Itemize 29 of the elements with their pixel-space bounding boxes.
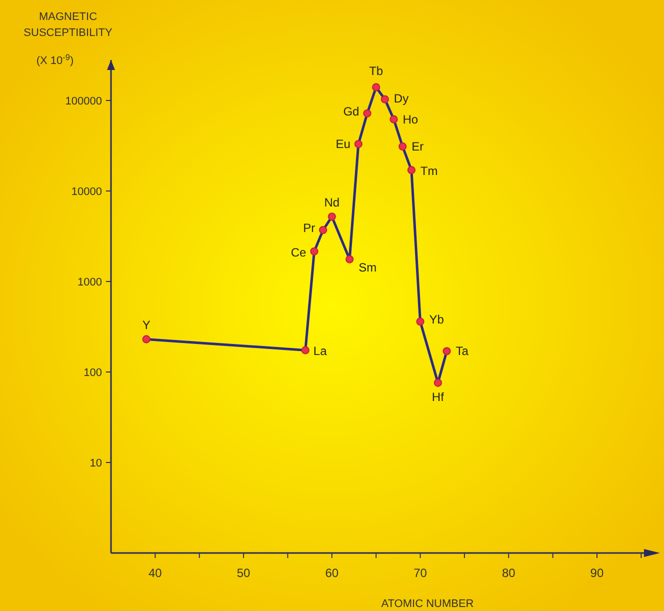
annotation: Ta [456,344,469,358]
y-tick-label: 1000 [78,276,102,288]
x-tick-label: 50 [236,566,251,580]
y-tick-label: 100 [84,366,102,379]
x-tick-label: 90 [590,566,604,580]
annotation: Gd [343,104,360,118]
x-axis-title: ATOMIC NUMBER [381,598,474,610]
x-tick-label: 60 [325,566,339,580]
annotation: Sm [358,260,377,274]
annotation: Pr [303,221,316,236]
x-tick-label: 70 [414,566,428,580]
y-tick-label: 10 [90,457,102,470]
y-tick-label: 100000 [65,95,102,108]
annotation: Hf [432,390,445,404]
annotation: Tb [369,64,384,78]
text: MAGNETIC SUSCEPTIBILITY (X 10$^{-9}$) [24,11,112,67]
annotation: Ho [402,112,418,126]
annotation: La [313,344,328,358]
annotation: Ce [290,245,307,260]
annotation: Yb [429,312,444,327]
annotation: Eu [336,137,350,152]
annotation: Tm [420,164,438,178]
annotation: Y [142,318,150,332]
annotation: Dy [394,91,409,106]
x-tick-label: 80 [502,566,516,580]
y-tick-label: 10000 [71,186,102,198]
annotation: Er [412,140,424,154]
x-tick-label: 40 [148,566,162,580]
annotation: Nd [324,196,340,210]
